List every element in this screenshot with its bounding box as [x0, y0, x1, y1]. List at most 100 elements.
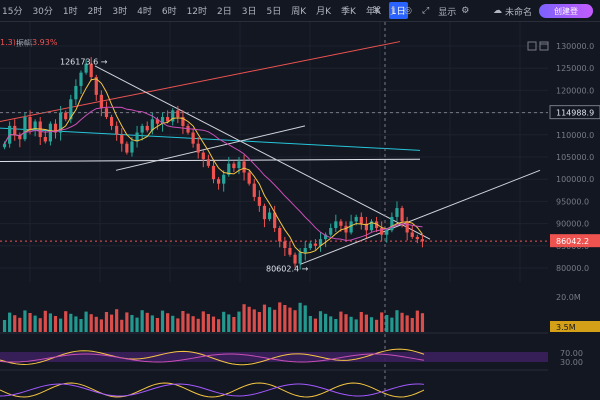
candle: [196, 143, 200, 153]
magnet-icon[interactable]: [527, 41, 537, 51]
volume-bar: [171, 315, 175, 332]
ma-line-short: [4, 78, 423, 254]
camera-icon[interactable]: ◎: [404, 6, 413, 16]
volume-bar: [216, 319, 221, 332]
tf-2d[interactable]: 2日: [217, 7, 232, 17]
candle: [369, 221, 374, 231]
candle: [89, 63, 93, 78]
tf-3h[interactable]: 3时: [112, 7, 128, 17]
volume-bar: [293, 310, 297, 332]
candle: [216, 179, 221, 184]
volume-bar: [211, 316, 216, 332]
candle: [410, 232, 414, 237]
compare-icon[interactable]: ⌘: [372, 6, 381, 16]
volume-bar: [237, 311, 241, 332]
candle: [247, 172, 251, 184]
candle: [79, 72, 83, 86]
volume-bar: [79, 319, 83, 332]
candle: [293, 254, 297, 264]
volume-bar: [43, 310, 47, 332]
price-tick: 130000.0: [556, 42, 594, 51]
tf-30m[interactable]: 30分: [32, 7, 53, 17]
candle: [115, 125, 119, 135]
candle: [23, 117, 27, 140]
candle: [283, 241, 287, 249]
trendline-cyan: [0, 127, 421, 151]
osc-line: [0, 348, 425, 366]
volume-bar: [84, 311, 88, 332]
volume-bar: [130, 315, 134, 332]
volume-bar: [324, 313, 328, 332]
last-price-label: 86042.2: [556, 237, 589, 246]
candle: [420, 239, 425, 242]
volume-bar: [222, 311, 226, 332]
price-tick: 120000.0: [556, 86, 594, 95]
login-button[interactable]: 创建登: [539, 4, 593, 18]
chart-canvas[interactable]: 130000.0125000.0120000.0115000.0110000.0…: [0, 22, 600, 400]
candle: [237, 161, 241, 169]
volume-bar: [303, 305, 307, 332]
volume-bar: [104, 312, 109, 332]
lock-icon[interactable]: [539, 41, 549, 51]
candle: [364, 223, 368, 231]
tf-2h[interactable]: 2时: [87, 7, 103, 17]
volume-bar: [364, 314, 368, 332]
tf-3d[interactable]: 3日: [241, 7, 257, 17]
candle: [395, 208, 399, 217]
gear-icon[interactable]: ⚙: [461, 6, 470, 16]
volume-bar: [176, 318, 180, 332]
last-price-box: [550, 234, 600, 248]
candle: [380, 228, 384, 235]
volume-bar: [150, 315, 154, 332]
candle: [84, 63, 88, 73]
tf-12h[interactable]: 12时: [186, 7, 208, 17]
settings-label[interactable]: 显示: [438, 7, 457, 18]
volume-bar: [278, 302, 282, 332]
indicator-line: [0, 382, 425, 398]
candle: [53, 123, 58, 133]
tf-4h[interactable]: 4时: [137, 7, 152, 17]
candle: [176, 110, 180, 118]
candle: [48, 123, 53, 142]
candle: [288, 248, 292, 255]
candle: [334, 221, 338, 229]
tf-year[interactable]: 年K: [365, 7, 381, 17]
volume-bar: [232, 317, 236, 332]
candle: [166, 117, 170, 122]
candle: [222, 174, 226, 184]
candle: [262, 205, 267, 220]
indicator-icon[interactable]: ƒ: [391, 6, 395, 16]
tf-quarter[interactable]: 季K: [341, 7, 356, 17]
cloud-icon: ☁: [493, 6, 502, 16]
layout-name[interactable]: ☁ 未命名: [493, 0, 532, 22]
tf-1d[interactable]: 1日: [388, 2, 408, 19]
candle: [308, 243, 312, 249]
tf-5d[interactable]: 5日: [266, 7, 282, 17]
candle: [206, 159, 211, 166]
tf-6h[interactable]: 6时: [161, 7, 177, 17]
volume-bar: [48, 313, 53, 332]
info-change-label: 振幅: [16, 39, 32, 48]
tf-15m[interactable]: 15分: [2, 7, 23, 17]
candle: [415, 236, 419, 240]
volume-bar: [339, 311, 343, 332]
volume-bar: [64, 311, 68, 332]
candle: [109, 117, 114, 126]
volume-bar: [38, 318, 42, 332]
price-tick: 80000.0: [556, 264, 589, 273]
candle: [252, 183, 256, 197]
volume-bar: [74, 316, 78, 332]
tf-1h[interactable]: 1时: [62, 7, 78, 17]
candle: [267, 212, 272, 220]
volume-bar: [201, 311, 205, 332]
toolbar-right: ⌘ ƒ ◎ ⤢ 显示 ⚙: [367, 0, 474, 22]
fullscreen-icon[interactable]: ⤢: [422, 6, 430, 16]
candle: [181, 117, 185, 126]
volume-bar: [420, 313, 425, 332]
tf-week[interactable]: 周K: [291, 7, 307, 17]
tf-month[interactable]: 月K: [316, 7, 332, 17]
candle: [227, 163, 231, 175]
volume-bar: [59, 318, 63, 332]
candle: [324, 234, 328, 240]
volume-bar: [329, 316, 333, 332]
